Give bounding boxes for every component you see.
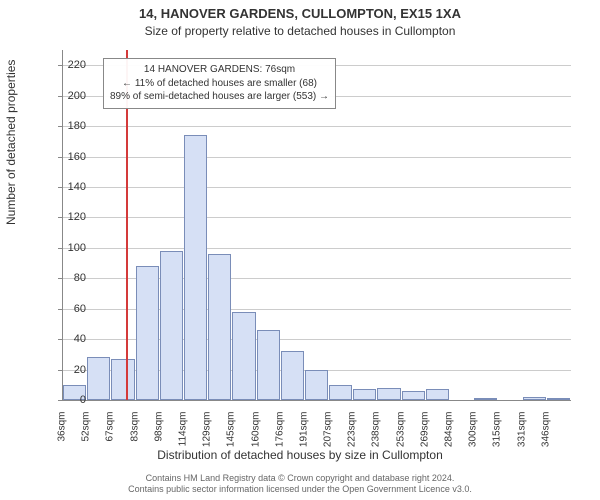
histogram-bar [474, 398, 497, 400]
y-tick-label: 140 [46, 181, 86, 193]
x-tick-label: 315sqm [492, 412, 503, 452]
x-tick-label: 98sqm [153, 412, 164, 452]
annotation-line: 14 HANOVER GARDENS: 76sqm [110, 63, 329, 77]
x-tick-label: 300sqm [468, 412, 479, 452]
histogram-bar [281, 351, 304, 400]
chart-subtitle: Size of property relative to detached ho… [0, 24, 600, 38]
y-tick-label: 40 [46, 333, 86, 345]
y-tick-label: 20 [46, 364, 86, 376]
histogram-bar [402, 391, 425, 400]
annotation-line: 89% of semi-detached houses are larger (… [110, 90, 329, 104]
y-tick-label: 60 [46, 303, 86, 315]
x-tick-label: 207sqm [323, 412, 334, 452]
y-tick-label: 0 [46, 394, 86, 406]
histogram-bar [160, 251, 183, 400]
y-tick-label: 160 [46, 151, 86, 163]
y-tick-label: 80 [46, 272, 86, 284]
histogram-bar [87, 357, 110, 400]
histogram-bar [305, 370, 328, 400]
gridline [63, 157, 571, 158]
x-tick-label: 67sqm [105, 412, 116, 452]
gridline [63, 187, 571, 188]
x-tick-label: 346sqm [540, 412, 551, 452]
copyright-text: Contains HM Land Registry data © Crown c… [0, 473, 600, 496]
chart-container: 14, HANOVER GARDENS, CULLOMPTON, EX15 1X… [0, 0, 600, 500]
x-tick-label: 36sqm [57, 412, 68, 452]
histogram-bar [136, 266, 159, 400]
y-tick-label: 180 [46, 120, 86, 132]
histogram-bar [111, 359, 134, 400]
y-tick-label: 120 [46, 211, 86, 223]
x-tick-label: 331sqm [516, 412, 527, 452]
copyright-line: Contains public sector information licen… [0, 484, 600, 496]
y-tick-label: 200 [46, 90, 86, 102]
x-tick-label: 145sqm [226, 412, 237, 452]
annotation-box: 14 HANOVER GARDENS: 76sqm← 11% of detach… [103, 58, 336, 109]
y-axis-label: Number of detached properties [4, 60, 18, 225]
x-tick-label: 160sqm [250, 412, 261, 452]
x-tick-label: 223sqm [347, 412, 358, 452]
x-tick-label: 238sqm [371, 412, 382, 452]
histogram-bar [377, 388, 400, 400]
histogram-bar [208, 254, 231, 400]
gridline [63, 248, 571, 249]
y-tick-label: 220 [46, 59, 86, 71]
x-tick-label: 284sqm [444, 412, 455, 452]
x-tick-label: 253sqm [395, 412, 406, 452]
histogram-bar [184, 135, 207, 400]
histogram-bar [329, 385, 352, 400]
x-tick-label: 83sqm [129, 412, 140, 452]
gridline [63, 126, 571, 127]
x-tick-label: 269sqm [419, 412, 430, 452]
x-tick-label: 52sqm [81, 412, 92, 452]
chart-title: 14, HANOVER GARDENS, CULLOMPTON, EX15 1X… [0, 6, 600, 21]
histogram-bar [426, 389, 449, 400]
x-tick-label: 129sqm [202, 412, 213, 452]
histogram-bar [523, 397, 546, 400]
histogram-bar [353, 389, 376, 400]
histogram-bar [232, 312, 255, 400]
histogram-bar [547, 398, 570, 400]
x-tick-label: 176sqm [274, 412, 285, 452]
histogram-bar [257, 330, 280, 400]
gridline [63, 217, 571, 218]
copyright-line: Contains HM Land Registry data © Crown c… [0, 473, 600, 485]
x-tick-label: 191sqm [298, 412, 309, 452]
plot-area: 14 HANOVER GARDENS: 76sqm← 11% of detach… [62, 50, 571, 401]
annotation-line: ← 11% of detached houses are smaller (68… [110, 77, 329, 91]
x-tick-label: 114sqm [177, 412, 188, 452]
y-tick-label: 100 [46, 242, 86, 254]
